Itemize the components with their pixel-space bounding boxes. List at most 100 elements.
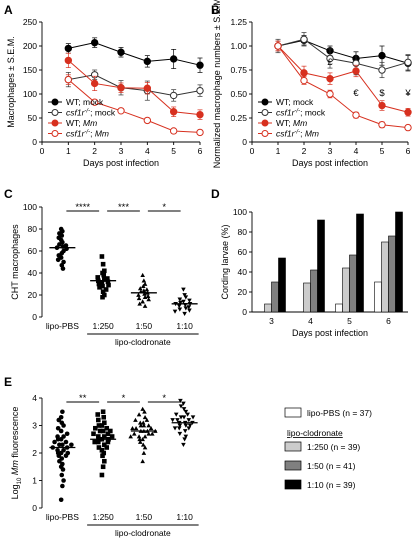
bar [388,235,396,313]
bar [271,281,279,313]
data-point [176,304,182,309]
data-point [99,254,105,259]
panel-label-a: A [4,3,13,17]
x-tick-label: 0 [40,146,45,156]
data-point [140,299,145,304]
series-line [277,39,409,64]
data-point [187,423,193,428]
data-point [100,428,106,434]
data-point [90,79,99,88]
series-line [68,79,201,133]
data-point [131,431,137,436]
data-point [117,107,125,115]
data-point [97,428,103,434]
data-point [186,418,192,423]
significance-label: * [162,393,166,404]
data-point [181,401,186,406]
data-point [144,287,150,292]
data-point [169,55,178,63]
data-point [142,303,148,308]
data-point [55,257,61,263]
y-tick-label: 0 [32,503,37,513]
y-tick-label: 20 [28,290,38,300]
data-point [59,420,65,426]
series-line [68,60,201,116]
bar [303,282,311,313]
data-point [404,108,412,116]
data-point [63,453,69,459]
data-point [137,286,143,291]
x-tick-label: 1 [66,146,71,156]
y-axis-label: Macrophages ± S.E.M. [6,36,16,127]
annotation: $ [379,88,385,99]
data-point [60,266,66,271]
legend-label: csf1r-/-; Mm [276,129,319,139]
data-point [93,425,98,431]
series-line [68,74,201,96]
y-tick-label: 60 [28,246,38,256]
y-tick-label: 100 [233,207,247,217]
data-point [183,295,189,300]
y-tick-label: 40 [238,267,248,277]
data-point [61,478,66,483]
category-label: 1:10 [176,512,193,522]
data-point [60,483,65,489]
legend-swatch [284,407,302,418]
y-axis-label: Normalized macrophage numbers ± S.E.M. [212,0,222,168]
data-point [52,439,57,445]
annotation: ¥ [404,88,411,99]
panel-label-b: B [211,3,220,17]
legend-label: csf1r-/-; Mm [66,129,109,139]
data-point [185,412,190,417]
bar [278,257,286,313]
data-point [117,48,125,56]
series-line [68,42,201,66]
bar [381,241,389,313]
bar [395,211,403,313]
x-axis-label: Days post infection [83,158,159,168]
data-point [99,447,105,453]
data-point [146,297,151,302]
x-tick-label: 2 [302,146,307,156]
series-line [277,45,409,113]
data-point [177,307,183,312]
data-point [274,42,282,50]
x-tick-label: 6 [406,146,411,156]
chart-e: 0 1 2 3 4 Log10 Mm fluorescence lipo-PBS 1:250 1… [10,393,199,538]
data-point [104,445,110,450]
data-point [102,420,107,426]
data-point [141,278,147,283]
data-point [100,464,106,470]
y-axis-label: CHT macrophages [10,224,20,300]
x-tick-label: 5 [380,146,385,156]
data-point [143,57,152,66]
legend-label: 1:250 (n = 39) [307,442,360,452]
data-point [142,414,148,420]
data-point [100,409,106,415]
legend-swatch [284,479,302,490]
data-point [190,415,196,420]
data-point [178,404,184,409]
data-point [177,297,183,302]
significance-label: * [162,202,166,213]
data-point [140,420,146,425]
y-tick-label: 0.50 [230,89,247,99]
data-point [99,472,105,478]
y-tick-label: 0 [242,137,247,147]
data-point [148,425,154,431]
y-tick-label: 1 [32,476,37,486]
data-point [181,287,186,292]
legend-marker [261,119,269,127]
data-point [181,407,187,412]
category-label: 4 [308,316,313,326]
y-tick-label: 20 [238,287,248,297]
data-point [58,414,64,420]
data-point [101,272,107,278]
data-point [95,275,101,280]
x-tick-label: 0 [250,146,255,156]
data-point [140,406,145,411]
data-point [404,58,412,67]
data-point [64,56,73,65]
data-point [187,298,192,303]
x-axis-label: Days post infection [292,328,368,338]
